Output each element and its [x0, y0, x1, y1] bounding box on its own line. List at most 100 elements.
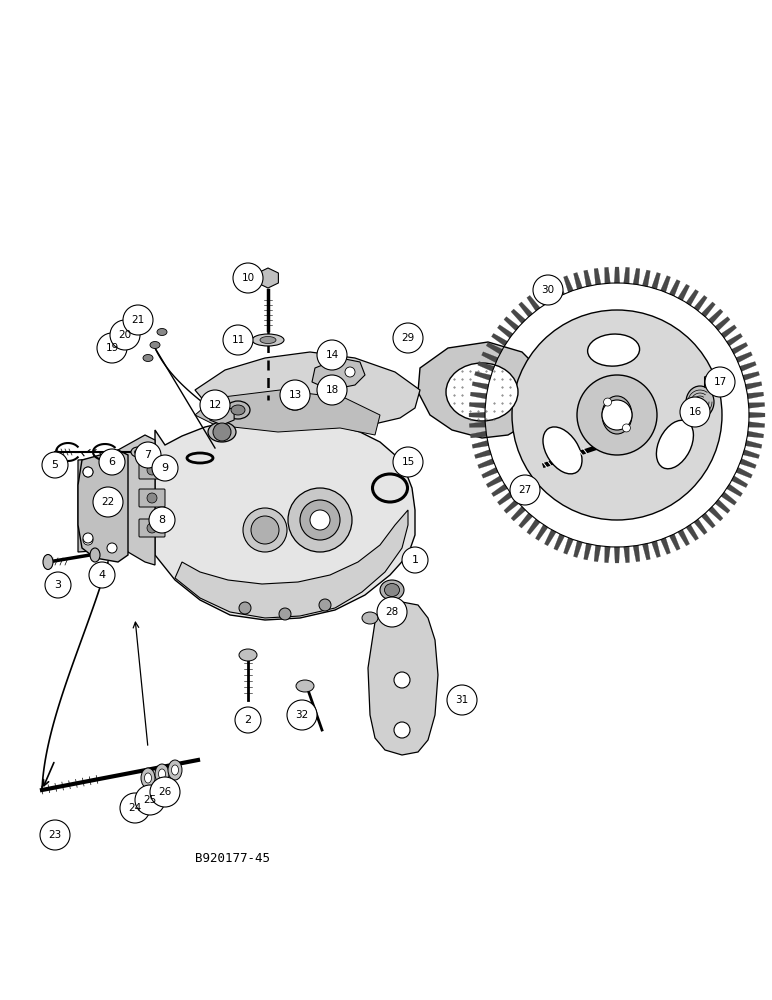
Circle shape — [317, 375, 347, 405]
Polygon shape — [661, 276, 670, 292]
Text: 30: 30 — [541, 285, 554, 295]
Polygon shape — [544, 530, 556, 546]
Polygon shape — [472, 382, 489, 390]
Circle shape — [280, 380, 310, 410]
Polygon shape — [715, 499, 730, 513]
Polygon shape — [511, 506, 526, 521]
Text: 4: 4 — [99, 570, 106, 580]
Polygon shape — [519, 302, 533, 317]
Circle shape — [345, 367, 355, 377]
Polygon shape — [594, 545, 601, 562]
Text: 29: 29 — [401, 333, 415, 343]
Polygon shape — [478, 362, 494, 371]
Polygon shape — [469, 422, 486, 427]
Polygon shape — [721, 325, 736, 338]
Polygon shape — [705, 372, 726, 392]
Polygon shape — [482, 352, 498, 363]
Ellipse shape — [543, 427, 582, 474]
Polygon shape — [736, 467, 753, 478]
Circle shape — [317, 340, 347, 370]
Circle shape — [251, 516, 279, 544]
Text: 25: 25 — [144, 795, 157, 805]
Polygon shape — [584, 270, 591, 287]
Polygon shape — [504, 317, 519, 331]
Polygon shape — [694, 519, 707, 535]
Polygon shape — [519, 513, 533, 528]
Circle shape — [40, 820, 70, 850]
Polygon shape — [732, 342, 748, 354]
Ellipse shape — [226, 401, 250, 419]
Circle shape — [147, 465, 157, 475]
FancyBboxPatch shape — [139, 519, 165, 537]
Polygon shape — [492, 484, 507, 497]
Circle shape — [705, 367, 735, 397]
Polygon shape — [604, 267, 611, 284]
Circle shape — [200, 390, 230, 420]
Polygon shape — [475, 372, 491, 380]
Circle shape — [710, 377, 720, 387]
Polygon shape — [615, 267, 620, 283]
Circle shape — [99, 449, 125, 475]
Ellipse shape — [252, 334, 284, 346]
Text: 1: 1 — [411, 555, 418, 565]
Circle shape — [622, 424, 631, 432]
Ellipse shape — [231, 405, 245, 415]
Polygon shape — [175, 510, 408, 618]
Text: 24: 24 — [128, 803, 141, 813]
Circle shape — [394, 722, 410, 738]
Circle shape — [287, 700, 317, 730]
Ellipse shape — [134, 450, 141, 454]
Polygon shape — [686, 525, 699, 541]
Circle shape — [393, 447, 423, 477]
Polygon shape — [574, 541, 582, 558]
Polygon shape — [492, 333, 507, 346]
Circle shape — [279, 608, 291, 620]
Ellipse shape — [446, 363, 518, 421]
Circle shape — [402, 547, 428, 573]
Circle shape — [123, 305, 153, 335]
Circle shape — [97, 333, 127, 363]
Circle shape — [45, 572, 71, 598]
Circle shape — [223, 325, 253, 355]
Circle shape — [83, 535, 93, 545]
Polygon shape — [469, 403, 486, 408]
Polygon shape — [470, 392, 487, 399]
Text: 15: 15 — [401, 457, 415, 467]
Polygon shape — [701, 302, 716, 317]
Polygon shape — [312, 358, 365, 390]
Polygon shape — [747, 392, 764, 399]
Polygon shape — [258, 268, 279, 288]
Polygon shape — [678, 530, 689, 546]
Circle shape — [604, 398, 611, 406]
Polygon shape — [115, 435, 155, 565]
Circle shape — [602, 400, 632, 430]
Polygon shape — [748, 403, 765, 408]
Circle shape — [135, 785, 165, 815]
Polygon shape — [652, 541, 661, 558]
Ellipse shape — [208, 422, 236, 442]
Ellipse shape — [158, 769, 165, 779]
Polygon shape — [78, 450, 128, 562]
Ellipse shape — [131, 447, 145, 457]
Ellipse shape — [289, 397, 301, 406]
Polygon shape — [470, 431, 487, 438]
Polygon shape — [544, 284, 556, 300]
Ellipse shape — [296, 680, 314, 692]
Polygon shape — [486, 476, 503, 488]
Ellipse shape — [157, 328, 167, 336]
Polygon shape — [536, 289, 548, 305]
Polygon shape — [669, 280, 680, 296]
Text: 20: 20 — [118, 330, 131, 340]
Circle shape — [110, 320, 140, 350]
Polygon shape — [642, 543, 650, 560]
Circle shape — [107, 457, 117, 467]
Text: 12: 12 — [208, 400, 222, 410]
Ellipse shape — [686, 386, 714, 418]
Polygon shape — [554, 280, 564, 296]
Polygon shape — [732, 476, 748, 488]
Circle shape — [83, 467, 93, 477]
Ellipse shape — [150, 342, 160, 349]
Polygon shape — [624, 267, 629, 284]
Circle shape — [393, 323, 423, 353]
Circle shape — [300, 500, 340, 540]
